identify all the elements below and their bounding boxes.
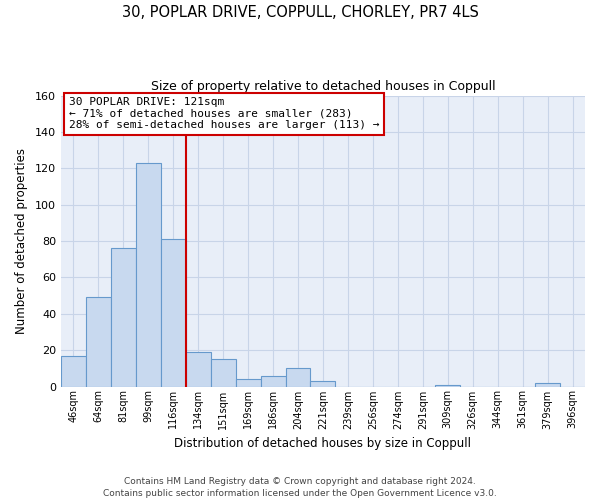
Bar — [535, 383, 560, 386]
Bar — [161, 239, 186, 386]
Bar — [260, 376, 286, 386]
Bar — [86, 298, 111, 386]
Text: 30, POPLAR DRIVE, COPPULL, CHORLEY, PR7 4LS: 30, POPLAR DRIVE, COPPULL, CHORLEY, PR7 … — [122, 5, 478, 20]
Bar — [61, 356, 86, 386]
X-axis label: Distribution of detached houses by size in Coppull: Distribution of detached houses by size … — [175, 437, 472, 450]
Title: Size of property relative to detached houses in Coppull: Size of property relative to detached ho… — [151, 80, 495, 93]
Bar — [236, 379, 260, 386]
Text: 30 POPLAR DRIVE: 121sqm
← 71% of detached houses are smaller (283)
28% of semi-d: 30 POPLAR DRIVE: 121sqm ← 71% of detache… — [69, 97, 379, 130]
Bar — [310, 381, 335, 386]
Text: Contains HM Land Registry data © Crown copyright and database right 2024.
Contai: Contains HM Land Registry data © Crown c… — [103, 476, 497, 498]
Bar — [211, 359, 236, 386]
Bar — [286, 368, 310, 386]
Bar — [435, 384, 460, 386]
Y-axis label: Number of detached properties: Number of detached properties — [15, 148, 28, 334]
Bar — [111, 248, 136, 386]
Bar — [186, 352, 211, 386]
Bar — [136, 163, 161, 386]
